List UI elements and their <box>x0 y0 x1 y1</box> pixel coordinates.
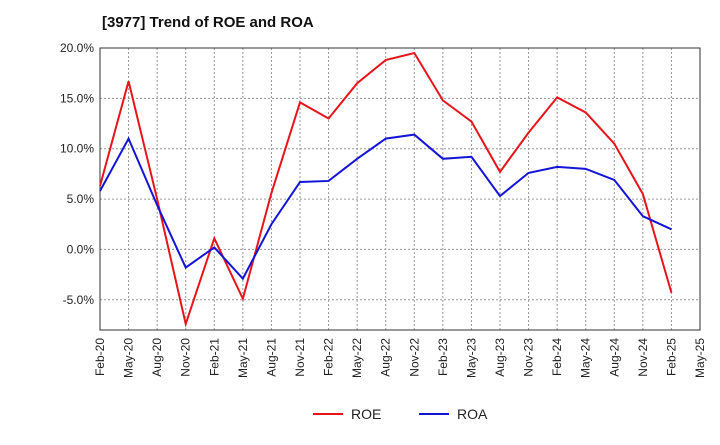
x-tick-label: Aug-23 <box>493 338 507 377</box>
x-tick-label: May-20 <box>122 338 136 378</box>
y-tick-label: 15.0% <box>60 91 94 105</box>
plot-frame <box>99 47 701 331</box>
legend-label-roa: ROA <box>457 406 488 422</box>
x-tick-label: Feb-23 <box>436 338 450 376</box>
y-tick-label: 10.0% <box>60 142 94 156</box>
x-tick-label: Feb-20 <box>93 338 107 376</box>
x-tick-label: Aug-20 <box>150 338 164 377</box>
x-tick-label: Feb-21 <box>207 338 221 376</box>
series-line-roa <box>99 133 672 281</box>
x-tick-label: May-23 <box>464 338 478 378</box>
y-tick-label: 0.0% <box>67 242 95 256</box>
x-tick-label: Nov-20 <box>179 338 193 377</box>
x-tick-label: May-21 <box>236 338 250 378</box>
x-tick-label: Aug-22 <box>379 338 393 377</box>
x-tick-label: Nov-24 <box>636 338 650 377</box>
x-tick-label: May-22 <box>350 338 364 378</box>
series-line-roe <box>99 51 673 328</box>
x-tick-label: May-24 <box>579 338 593 378</box>
y-tick-label: -5.0% <box>63 293 95 307</box>
x-tick-label: Feb-24 <box>550 338 564 376</box>
x-tick-label: Nov-22 <box>407 338 421 377</box>
x-tick-label: Feb-22 <box>322 338 336 376</box>
x-tick-label: Nov-21 <box>293 338 307 377</box>
x-tick-label: Nov-23 <box>522 338 536 377</box>
chart-title: [3977] Trend of ROE and ROA <box>102 14 314 31</box>
x-tick-label: Aug-24 <box>607 338 621 377</box>
x-tick-label: Feb-25 <box>664 338 678 376</box>
x-tick-label: May-25 <box>693 338 707 378</box>
y-tick-label: 5.0% <box>67 192 95 206</box>
x-tick-label: Aug-21 <box>264 338 278 377</box>
legend-label-roe: ROE <box>351 406 381 422</box>
y-tick-label: 20.0% <box>60 41 94 55</box>
